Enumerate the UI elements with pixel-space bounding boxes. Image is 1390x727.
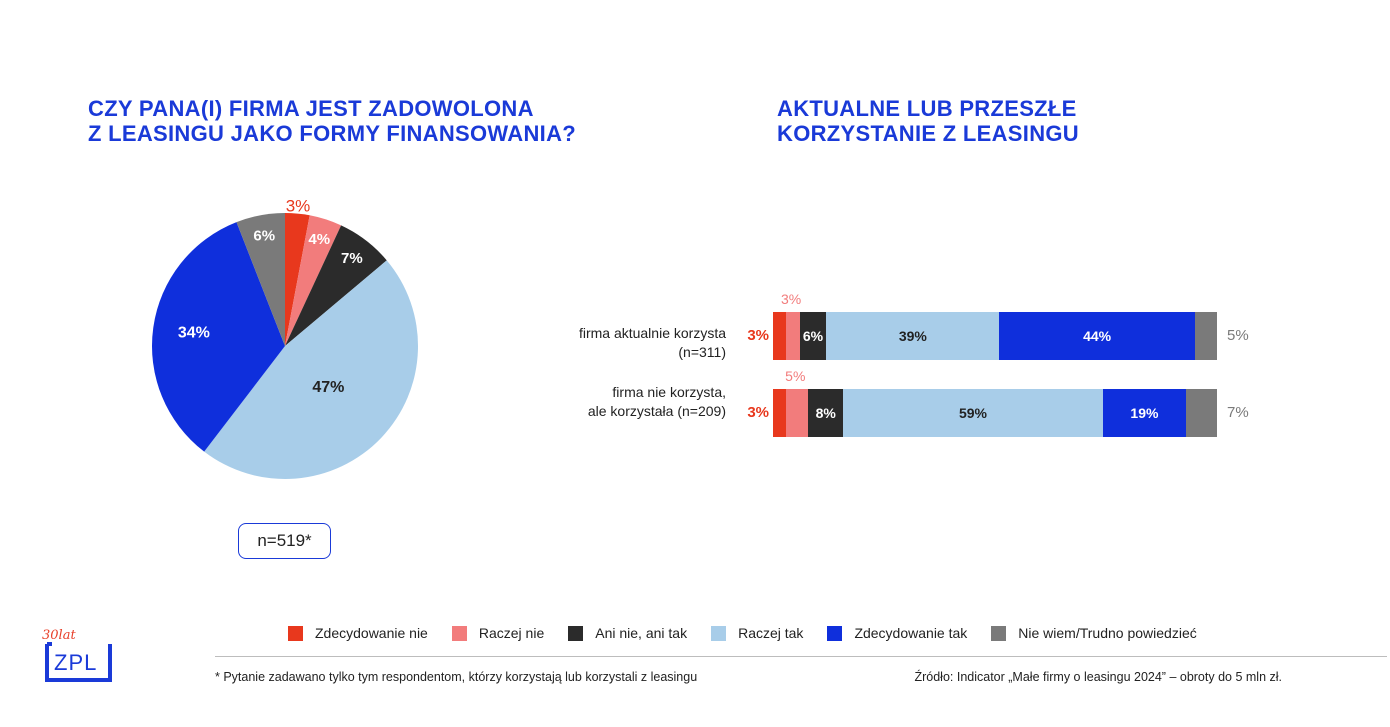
legend-swatch xyxy=(568,625,584,641)
bar-segment-label: 3% xyxy=(747,404,769,421)
legend-swatch xyxy=(711,625,727,641)
legend-swatch xyxy=(288,625,303,641)
bar-row-label-line: ale korzystała (n=209) xyxy=(587,403,726,419)
pie-slice-label: 34% xyxy=(178,325,210,342)
zpl-logo: 30lat ZPL xyxy=(40,628,120,688)
legend-label: Zdecydowanie nie xyxy=(315,625,428,641)
bar-segment-label: 39% xyxy=(898,328,927,344)
bar-segment xyxy=(1186,389,1217,437)
sample-size-badge: n=519* xyxy=(238,523,331,559)
bar-segment: 59% xyxy=(843,389,1103,437)
bar-segment: 8% xyxy=(808,389,844,437)
bar-title-line2: KORZYSTANIE Z LEASINGU xyxy=(777,121,1079,146)
pie-slice xyxy=(152,222,285,452)
bar-segment: 44% xyxy=(999,312,1195,360)
bar-segment-label: 44% xyxy=(1083,328,1112,344)
legend-swatch xyxy=(451,625,467,641)
bar-segment-label: 5% xyxy=(1227,327,1249,344)
pie-slice xyxy=(285,225,387,346)
pie-slice-label: 7% xyxy=(341,250,363,267)
bar-segment-label: 3% xyxy=(780,291,802,307)
bar-segment xyxy=(786,312,800,360)
pie-slice xyxy=(204,260,418,479)
bar-row-label-line: firma aktualnie korzysta xyxy=(578,325,726,341)
stacked-bar: 6% 39% 44% xyxy=(773,312,1217,360)
bar-title-line1: AKTUALNE LUB PRZESZŁE xyxy=(777,96,1077,121)
bar-segment xyxy=(773,312,787,360)
bar-segment-label: 59% xyxy=(958,405,987,421)
bar-segment: 19% xyxy=(1102,389,1187,437)
pie-slice-label: 4% xyxy=(308,231,330,248)
bar-segment xyxy=(773,389,787,437)
bar-segment-label: 3% xyxy=(747,327,769,344)
pie-slice-label: 6% xyxy=(253,227,275,244)
pie-chart-title: CZY PANA(I) FIRMA JEST ZADOWOLONA Z LEAS… xyxy=(88,96,628,146)
bar-segment-label: 6% xyxy=(802,328,824,344)
pie-slice xyxy=(285,215,342,346)
footer-divider xyxy=(215,656,1387,657)
legend-label: Raczej tak xyxy=(738,625,804,641)
legend-item: Zdecydowanie nie xyxy=(288,625,428,641)
pie-title-line1: CZY PANA(I) FIRMA JEST ZADOWOLONA xyxy=(88,96,534,121)
logo-frame xyxy=(45,642,112,682)
bar-segment xyxy=(1194,312,1217,360)
bar-row-label-line: firma nie korzysta, xyxy=(612,384,726,400)
bar-row-label-line: (n=311) xyxy=(678,344,726,360)
bar-segment: 6% xyxy=(799,312,827,360)
bar-segment-label: 8% xyxy=(815,405,836,421)
pie-slice xyxy=(285,213,310,346)
bar-segment: 39% xyxy=(826,312,1000,360)
bar-row-label: firma aktualnie korzysta (n=311) xyxy=(579,324,726,362)
legend-item: Raczej nie xyxy=(451,625,545,641)
bar-segment-label: 7% xyxy=(1227,404,1249,421)
logo-text: ZPL xyxy=(54,650,98,675)
pie-chart: 3% 4% 7% 47% 34% 6% xyxy=(152,197,418,479)
legend-item: Zdecydowanie tak xyxy=(827,625,967,641)
bar-segment-label: 19% xyxy=(1130,405,1159,421)
source-note: Źródło: Indicator „Małe firmy o leasingu… xyxy=(914,670,1282,684)
legend-label: Zdecydowanie tak xyxy=(854,625,968,641)
sample-size-text: n=519* xyxy=(257,531,312,550)
legend-label: Nie wiem/Trudno powiedzieć xyxy=(1018,625,1197,641)
bar-segment-label: 5% xyxy=(785,368,806,384)
bar-segment xyxy=(786,389,809,437)
legend-item: Raczej tak xyxy=(711,625,803,641)
logo-years-text: 30lat xyxy=(42,628,76,643)
bar-chart-title: AKTUALNE LUB PRZESZŁE KORZYSTANIE Z LEAS… xyxy=(777,96,1197,146)
legend-label: Raczej nie xyxy=(478,625,545,641)
stacked-bar: 8% 59% 19% xyxy=(773,389,1217,437)
legend-swatch xyxy=(991,625,1007,641)
pie-slice-label: 47% xyxy=(312,379,344,396)
legend-item: Ani nie, ani tak xyxy=(568,625,687,641)
footnote: * Pytanie zadawano tylko tym respondento… xyxy=(215,670,698,684)
pie-title-line2: Z LEASINGU JAKO FORMY FINANSOWANIA? xyxy=(88,121,576,146)
pie-slice xyxy=(236,213,285,346)
legend-label: Ani nie, ani tak xyxy=(595,625,688,641)
legend-item: Nie wiem/Trudno powiedzieć xyxy=(991,625,1197,641)
legend-swatch xyxy=(827,625,843,641)
legend: Zdecydowanie nie Raczej nie Ani nie, ani t… xyxy=(288,623,1197,643)
pie-slice-label: 3% xyxy=(286,197,311,216)
bar-row-label: firma nie korzysta, ale korzystała (n=20… xyxy=(588,383,726,421)
